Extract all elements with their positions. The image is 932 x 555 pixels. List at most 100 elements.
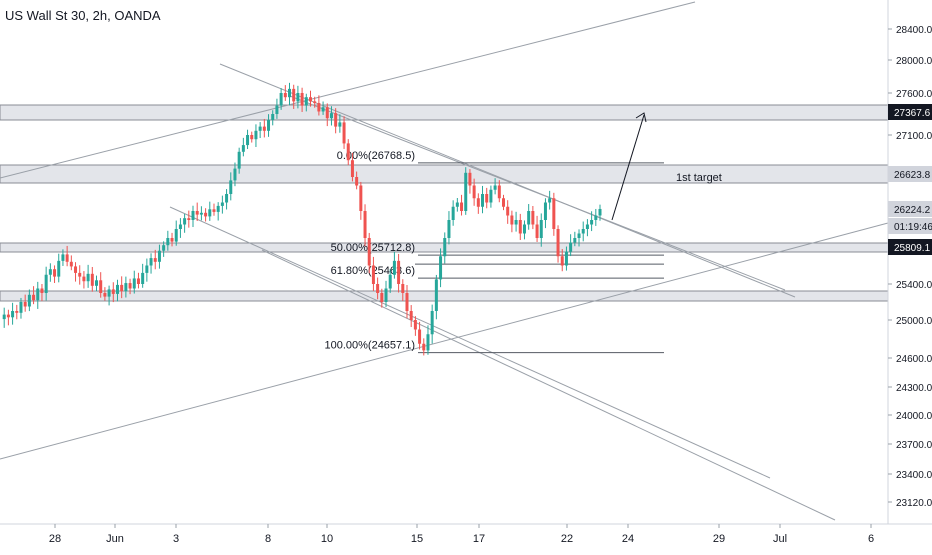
candle-body — [141, 272, 145, 284]
candle-body — [455, 202, 459, 207]
price-tick-label: 27100.0 — [896, 131, 932, 142]
candle-body — [384, 288, 388, 302]
candle-body — [460, 202, 464, 211]
candle-body — [392, 260, 396, 275]
trendline — [0, 1, 696, 179]
candle-body — [405, 293, 409, 311]
time-tick-label: 10 — [321, 533, 333, 545]
candle-body — [174, 229, 178, 242]
candle-body — [107, 289, 111, 297]
support-resistance-zones — [0, 104, 889, 302]
time-tick-label: 29 — [713, 533, 725, 545]
price-tick-label: 25000.0 — [896, 316, 932, 327]
candle-body — [355, 177, 359, 186]
candle-body — [275, 105, 279, 114]
candle-body — [254, 130, 258, 140]
candle-body — [271, 114, 275, 120]
candle-body — [153, 258, 157, 262]
time-tick-label: 15 — [411, 533, 423, 545]
candle-body — [346, 143, 350, 161]
candle-body — [15, 311, 19, 313]
price-tick-label: 23700.0 — [896, 440, 932, 451]
candle-body — [367, 238, 371, 266]
candle-body — [418, 329, 422, 344]
price-tick-label: 25400.0 — [896, 280, 932, 291]
candle-body — [342, 122, 346, 144]
candle-body — [376, 284, 380, 293]
candle-body — [409, 311, 413, 320]
candle-body — [216, 205, 220, 212]
candle-body — [304, 97, 308, 106]
candle-body — [86, 273, 90, 282]
candle-body — [233, 168, 237, 181]
candle-body — [23, 302, 27, 307]
candle-body — [220, 202, 224, 206]
candle-body — [371, 265, 375, 284]
candle-body — [288, 88, 292, 98]
candle-body — [95, 280, 99, 286]
trendline — [289, 95, 786, 291]
time-tick-label: Jul — [773, 533, 787, 545]
candle-body — [6, 314, 10, 318]
time-tick-label: 3 — [173, 533, 179, 545]
candle-body — [279, 93, 283, 106]
candle-body — [543, 202, 547, 220]
trendlines — [0, 1, 889, 521]
price-tick-label: 24600.0 — [896, 354, 932, 365]
candle-body — [321, 107, 325, 112]
price-tick-label: 24000.0 — [896, 411, 932, 422]
candle-body — [422, 343, 426, 351]
candle-body — [40, 288, 44, 293]
price-level-label: 25809.1 — [894, 243, 931, 254]
price-axis[interactable]: 28400.028000.027600.027100.026600.026200… — [887, 0, 932, 550]
candle-body — [27, 294, 31, 307]
price-level-badge — [888, 104, 932, 120]
price-level-label: 27367.6 — [894, 108, 931, 119]
candle-body — [296, 93, 300, 102]
target-arrow-head — [635, 112, 647, 123]
candle-body — [90, 273, 94, 286]
candle-body — [149, 258, 153, 266]
candle-body — [19, 302, 23, 313]
candle-body — [426, 334, 430, 351]
time-tick-label: 6 — [868, 533, 874, 545]
candle-body — [397, 260, 401, 284]
candle-body — [267, 119, 271, 131]
price-tick-label: 27600.0 — [896, 89, 932, 100]
time-axis[interactable]: 28 Jun 3 8 10 15 17 22 24 29 Jul 6 — [0, 523, 932, 545]
candle-body — [166, 238, 170, 246]
candle-body — [334, 113, 338, 127]
candle-body — [262, 126, 266, 131]
price-axis-bg — [888, 0, 932, 550]
price-tick-label: 24300.0 — [896, 383, 932, 394]
price-tick-label: 28400.0 — [896, 25, 932, 36]
price-level-label: 26623.8 — [894, 170, 931, 181]
candle-body — [32, 294, 36, 301]
candle-body — [283, 93, 287, 98]
price-level-badge — [888, 201, 932, 217]
candle-body — [506, 206, 510, 216]
candle-body — [338, 122, 342, 127]
candle-body — [250, 135, 254, 140]
candle-body — [401, 284, 405, 293]
candle-body — [191, 211, 195, 220]
candle-body — [388, 274, 392, 289]
candle-body — [564, 251, 568, 266]
fib-level-label: 100.00%(24657.1) — [324, 340, 415, 352]
candle-body — [208, 209, 212, 217]
candle-body — [2, 314, 6, 320]
candle-body — [539, 220, 543, 238]
candle-body — [82, 276, 86, 282]
time-tick-label: 22 — [561, 533, 573, 545]
candle-body — [514, 220, 518, 225]
time-tick-label: 24 — [622, 533, 634, 545]
candle-body — [359, 185, 363, 211]
candle-body — [128, 283, 132, 289]
candle-body — [476, 198, 480, 207]
time-tick-label: 17 — [473, 533, 485, 545]
candle-body — [585, 224, 589, 229]
trendline — [261, 249, 836, 521]
candle-body — [36, 288, 40, 301]
